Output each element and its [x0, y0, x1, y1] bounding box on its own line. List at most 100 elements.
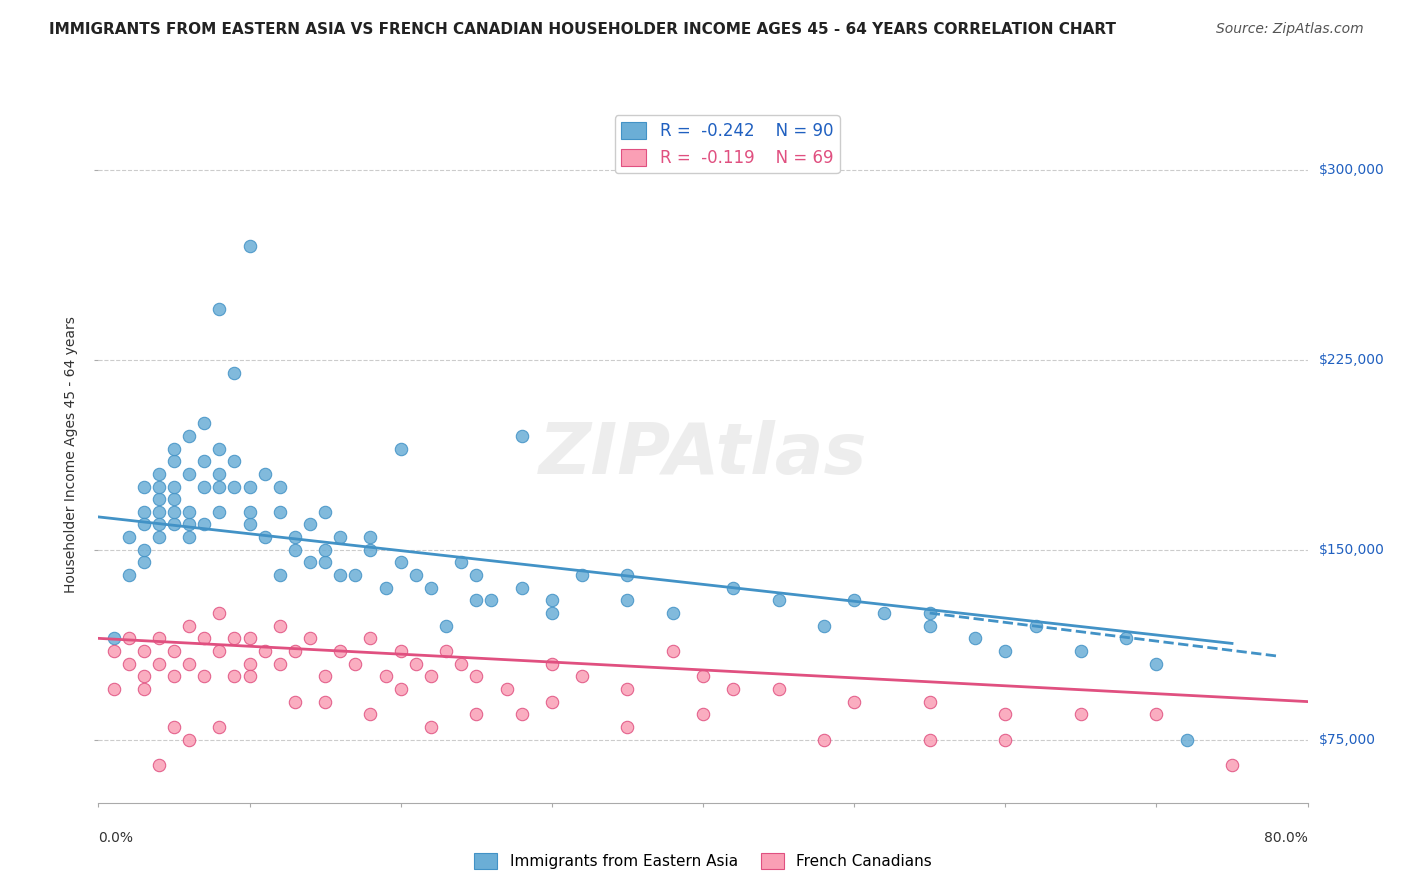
- Point: [434, 644, 457, 658]
- Point: [253, 530, 276, 544]
- Point: [314, 669, 336, 683]
- Point: [193, 454, 215, 468]
- Point: [177, 429, 201, 443]
- Point: [389, 442, 412, 456]
- Point: [239, 479, 262, 493]
- Point: [329, 530, 352, 544]
- Point: [314, 542, 336, 557]
- Point: [193, 669, 215, 683]
- Point: [103, 632, 125, 646]
- Point: [918, 732, 941, 747]
- Point: [163, 644, 186, 658]
- Point: [132, 556, 155, 570]
- Point: [450, 556, 472, 570]
- Point: [148, 505, 170, 519]
- Text: $75,000: $75,000: [1319, 732, 1375, 747]
- Point: [239, 239, 262, 253]
- Point: [208, 644, 231, 658]
- Point: [571, 568, 593, 582]
- Point: [374, 581, 396, 595]
- Legend: Immigrants from Eastern Asia, French Canadians: Immigrants from Eastern Asia, French Can…: [468, 847, 938, 875]
- Point: [389, 556, 412, 570]
- Point: [208, 479, 231, 493]
- Point: [360, 707, 382, 722]
- Point: [616, 720, 638, 734]
- Point: [918, 618, 941, 632]
- Point: [661, 606, 683, 620]
- Point: [465, 568, 488, 582]
- Point: [994, 707, 1017, 722]
- Point: [193, 517, 215, 532]
- Point: [329, 568, 352, 582]
- Point: [163, 492, 186, 507]
- Point: [224, 669, 246, 683]
- Point: [224, 632, 246, 646]
- Point: [269, 479, 291, 493]
- Point: [994, 644, 1017, 658]
- Point: [768, 593, 790, 607]
- Point: [132, 542, 155, 557]
- Point: [132, 479, 155, 493]
- Point: [813, 618, 835, 632]
- Point: [132, 669, 155, 683]
- Point: [284, 530, 307, 544]
- Point: [177, 657, 201, 671]
- Text: 80.0%: 80.0%: [1264, 830, 1308, 845]
- Point: [299, 517, 322, 532]
- Point: [314, 505, 336, 519]
- Point: [465, 593, 488, 607]
- Point: [177, 530, 201, 544]
- Point: [1070, 644, 1092, 658]
- Point: [148, 517, 170, 532]
- Point: [163, 442, 186, 456]
- Text: ZIPAtlas: ZIPAtlas: [538, 420, 868, 490]
- Point: [132, 505, 155, 519]
- Point: [616, 568, 638, 582]
- Point: [193, 417, 215, 431]
- Point: [163, 505, 186, 519]
- Point: [177, 732, 201, 747]
- Point: [148, 467, 170, 481]
- Text: Source: ZipAtlas.com: Source: ZipAtlas.com: [1216, 22, 1364, 37]
- Point: [208, 505, 231, 519]
- Point: [118, 568, 141, 582]
- Point: [360, 530, 382, 544]
- Point: [132, 681, 155, 696]
- Point: [692, 707, 714, 722]
- Point: [540, 695, 562, 709]
- Point: [813, 732, 835, 747]
- Point: [284, 695, 307, 709]
- Point: [208, 302, 231, 317]
- Point: [253, 644, 276, 658]
- Point: [1175, 732, 1198, 747]
- Point: [329, 644, 352, 658]
- Point: [481, 593, 503, 607]
- Point: [208, 606, 231, 620]
- Point: [510, 581, 533, 595]
- Point: [918, 695, 941, 709]
- Point: [540, 593, 562, 607]
- Point: [239, 632, 262, 646]
- Point: [118, 657, 141, 671]
- Point: [994, 732, 1017, 747]
- Point: [616, 593, 638, 607]
- Point: [360, 632, 382, 646]
- Legend: R =  -0.242    N = 90, R =  -0.119    N = 69: R = -0.242 N = 90, R = -0.119 N = 69: [614, 115, 839, 173]
- Point: [163, 454, 186, 468]
- Point: [360, 542, 382, 557]
- Point: [224, 366, 246, 380]
- Point: [208, 442, 231, 456]
- Point: [193, 632, 215, 646]
- Point: [510, 707, 533, 722]
- Point: [284, 542, 307, 557]
- Point: [103, 644, 125, 658]
- Point: [269, 505, 291, 519]
- Point: [177, 467, 201, 481]
- Point: [239, 669, 262, 683]
- Point: [1144, 657, 1167, 671]
- Point: [540, 606, 562, 620]
- Point: [692, 669, 714, 683]
- Point: [721, 581, 744, 595]
- Point: [389, 644, 412, 658]
- Point: [616, 681, 638, 696]
